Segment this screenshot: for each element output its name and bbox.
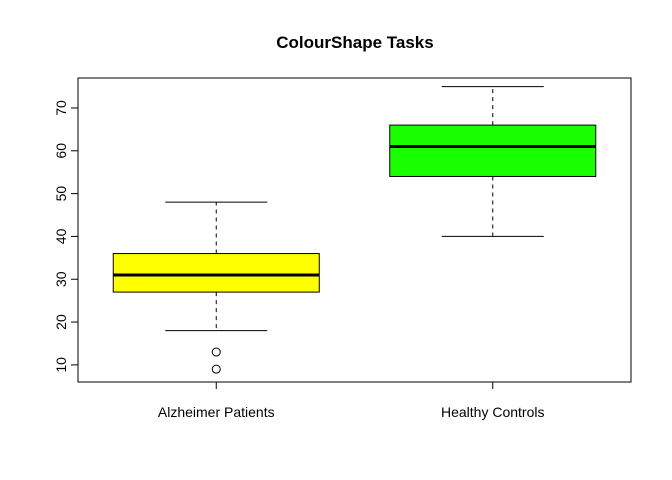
y-tick-label: 20	[53, 314, 69, 330]
chart-title: ColourShape Tasks	[276, 33, 433, 52]
y-tick-label: 60	[53, 143, 69, 159]
box-group	[112, 201, 320, 374]
y-tick-label: 40	[53, 228, 69, 244]
box	[389, 124, 597, 177]
y-tick-label: 10	[53, 357, 69, 373]
boxes	[112, 86, 597, 374]
y-tick-label: 70	[53, 100, 69, 116]
y-tick-label: 50	[53, 186, 69, 202]
plot-frame	[77, 77, 632, 383]
x-tick-label: Alzheimer Patients	[158, 404, 275, 420]
y-axis: 10 20 30 40 50 60 70	[53, 100, 79, 373]
y-tick-label: 30	[53, 271, 69, 287]
outlier-point	[211, 347, 221, 357]
box-group	[389, 86, 597, 237]
x-tick-label: Healthy Controls	[441, 404, 545, 420]
outlier-point	[211, 364, 221, 374]
box	[112, 253, 320, 293]
x-axis: Alzheimer Patients Healthy Controls	[158, 382, 545, 420]
